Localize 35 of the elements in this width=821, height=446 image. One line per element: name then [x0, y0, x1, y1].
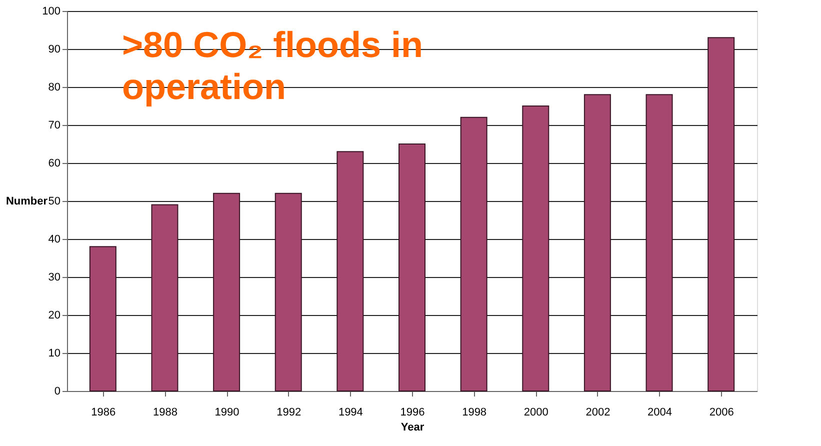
x-tick-label: 2000	[524, 406, 548, 418]
bar	[274, 192, 302, 392]
y-tick-label: 60	[48, 158, 60, 170]
y-tick-label: 40	[48, 234, 60, 246]
y-tick-label: 80	[48, 82, 60, 94]
x-tick-label: 1998	[462, 406, 487, 418]
bar	[89, 246, 116, 392]
x-tick-label: 2006	[709, 406, 734, 418]
x-tick-label: 1990	[214, 406, 240, 418]
y-tick-label: 70	[48, 120, 60, 132]
bar	[584, 94, 611, 392]
x-tick-label: 2004	[648, 406, 672, 418]
y-tick-label: 0	[54, 386, 60, 398]
x-tick-label: 1988	[152, 406, 178, 418]
x-tick-label: 1994	[338, 406, 363, 418]
y-tick-label: 30	[48, 272, 60, 284]
x-tick-label: 1986	[91, 406, 116, 418]
bar	[708, 37, 735, 392]
bar	[398, 144, 426, 392]
bar	[213, 192, 240, 392]
x-tick-label: 1996	[400, 406, 425, 418]
y-tick-label: 10	[48, 348, 60, 360]
y-tick-label: 100	[42, 6, 60, 18]
y-tick-label: 90	[48, 44, 60, 56]
bar	[336, 151, 364, 392]
y-axis-title: Number	[6, 196, 48, 208]
x-tick-label: 2002	[586, 406, 610, 418]
bar	[646, 94, 673, 392]
x-tick-label: 1992	[276, 406, 302, 418]
bar	[151, 204, 178, 392]
y-tick-label: 20	[48, 310, 60, 322]
x-axis-title: Year	[400, 422, 425, 434]
bar	[460, 116, 488, 392]
y-tick-label: 50	[48, 196, 60, 208]
bar	[522, 106, 550, 392]
